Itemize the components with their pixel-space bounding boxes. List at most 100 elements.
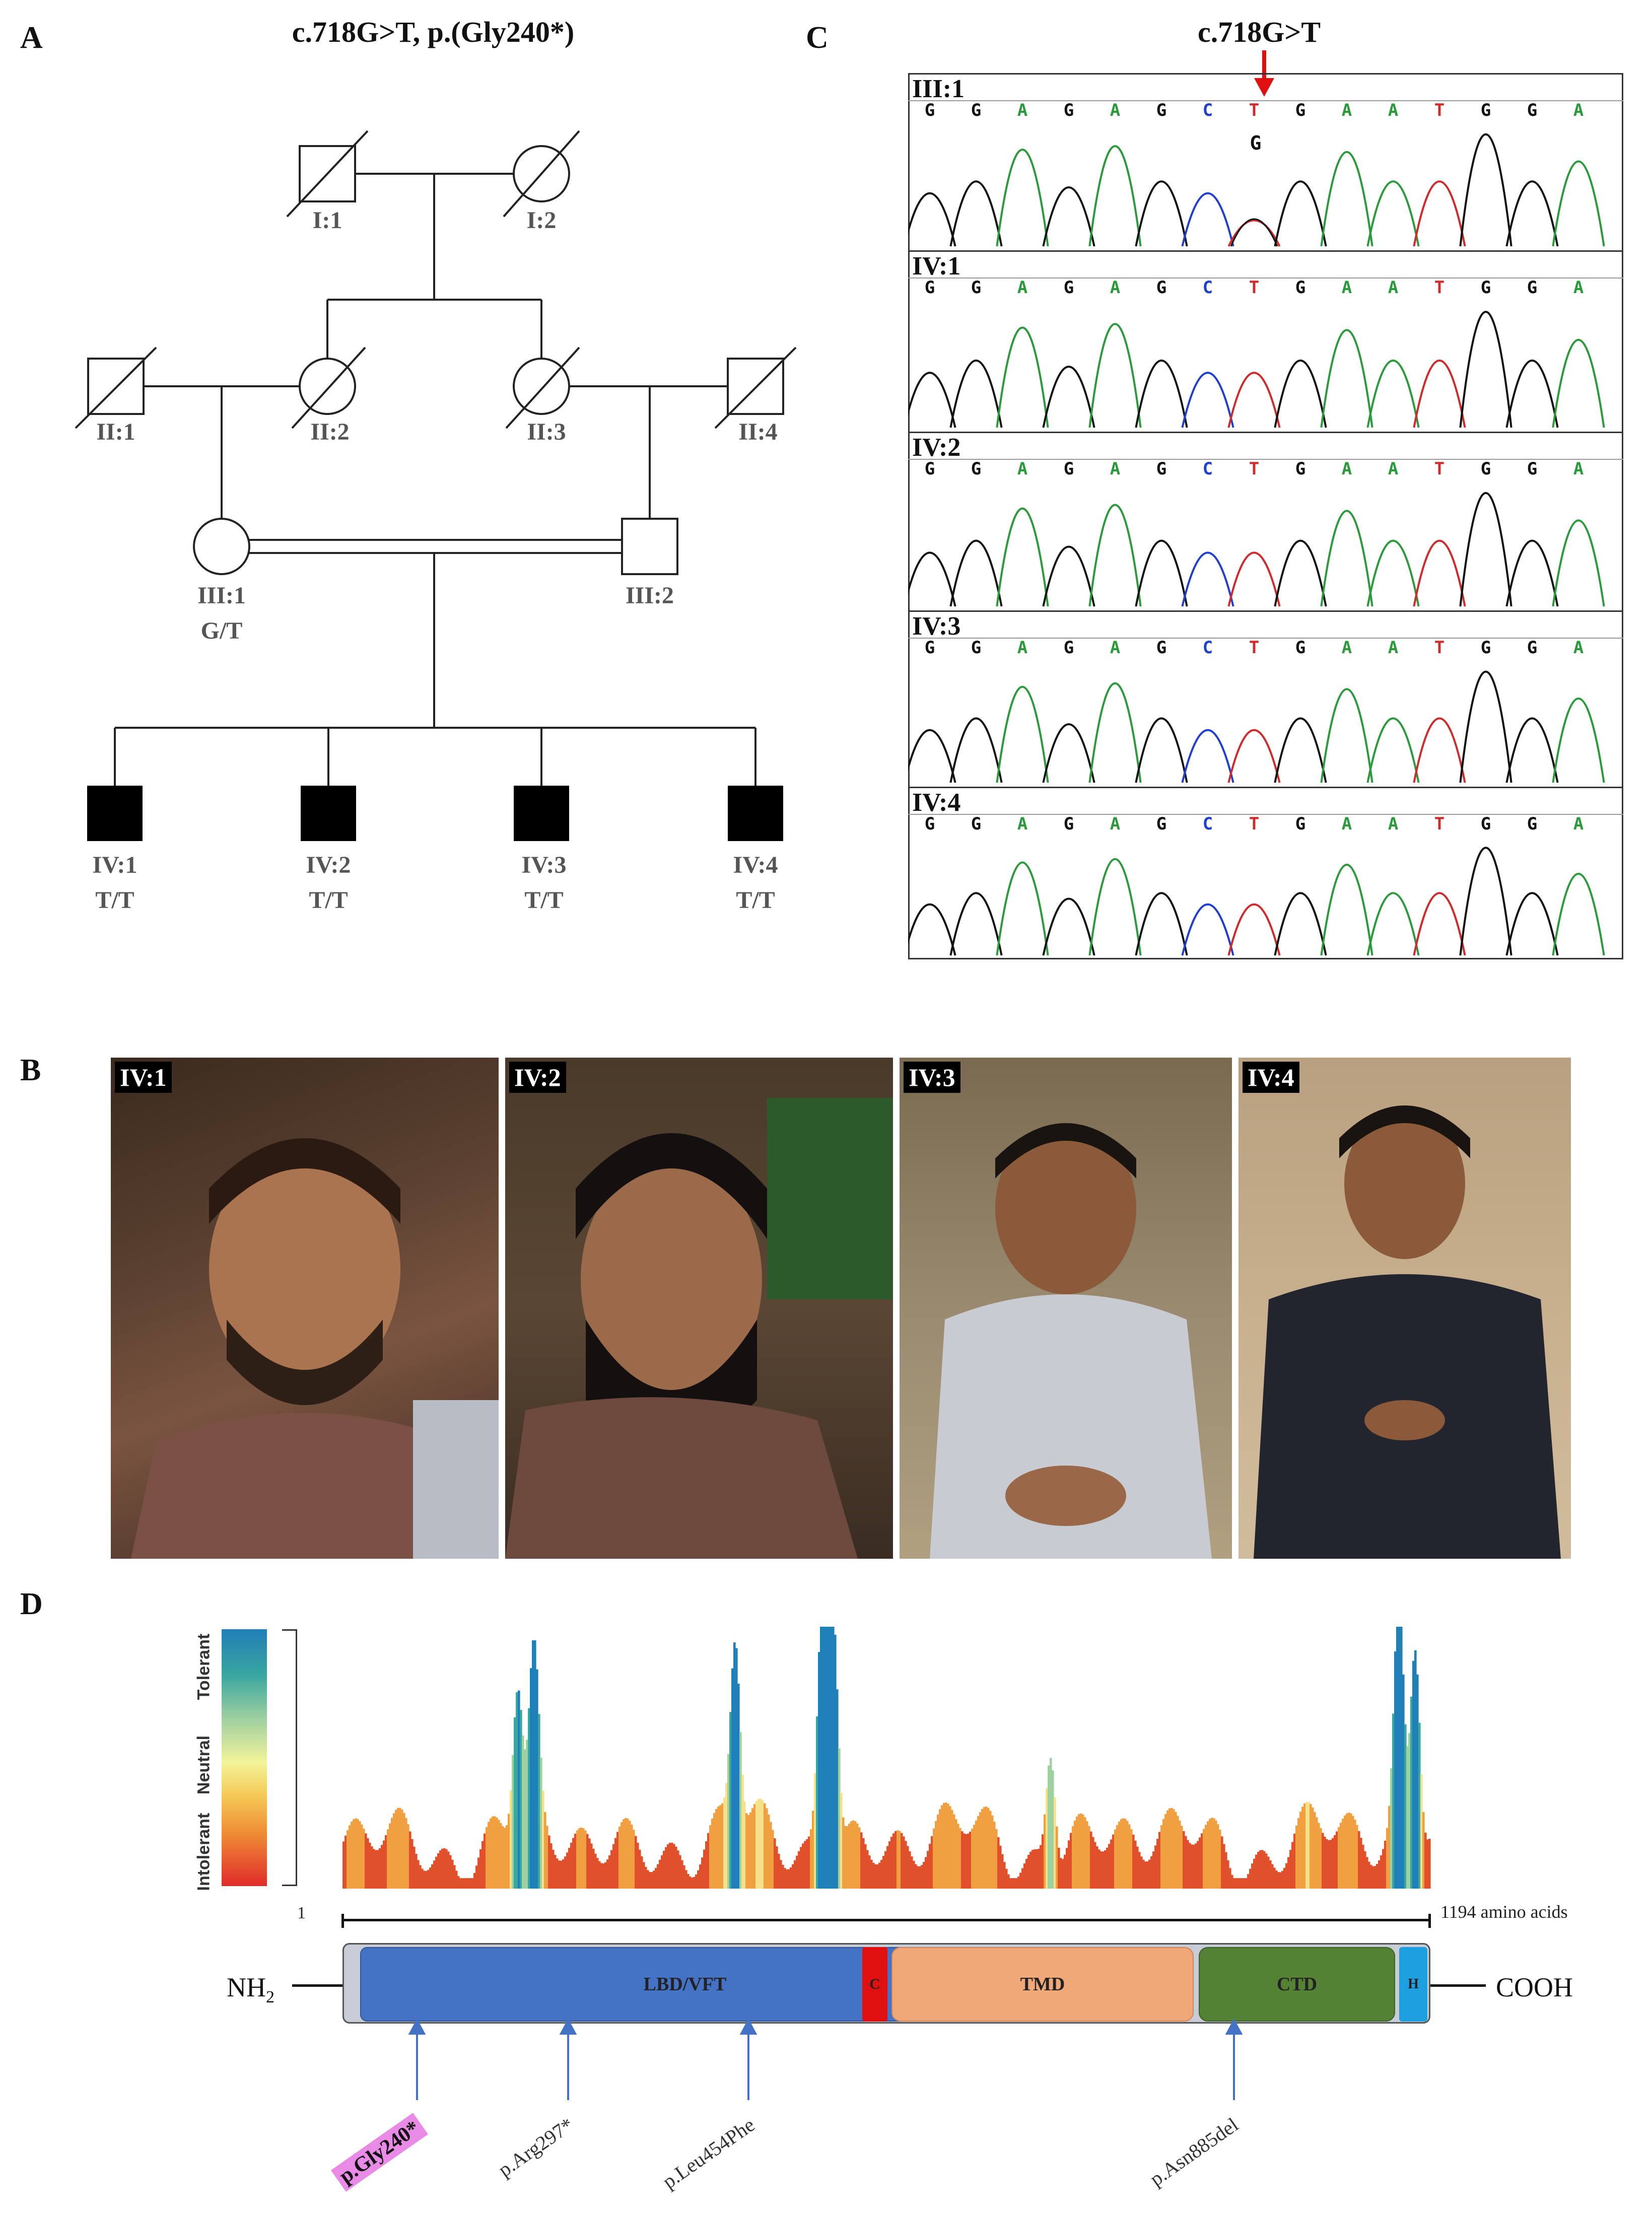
base-call: G [1063,459,1074,479]
landscape-bar [897,1830,899,1889]
landscape-bar [429,1867,432,1889]
landscape-bar [363,1828,365,1889]
landscape-bar [1251,1863,1254,1889]
landscape-bar [431,1864,434,1889]
landscape-bar [550,1843,553,1889]
landscape-bar [868,1855,871,1889]
domain-tmd: TMD [891,1947,1194,2022]
landscape-bar [866,1850,869,1889]
base-call: G [1156,638,1167,658]
landscape-bar [820,1627,822,1889]
landscape-bar [933,1828,935,1889]
landscape-bar [570,1843,573,1889]
chromatogram-track: IV:4 G G A G A G C T G A A T G G A [908,787,1623,959]
chromatogram-peak [1459,311,1512,428]
chromatogram-peak [1181,903,1234,956]
landscape-bar [1034,1849,1036,1889]
landscape-bar [758,1799,760,1889]
landscape-bar [1166,1810,1169,1889]
landscape-bar [661,1855,663,1889]
landscape-bar [1227,1860,1229,1889]
landscape-bar [1138,1852,1141,1889]
patient-photo-iv3: IV:3 [900,1058,1232,1559]
landscape-bar [973,1825,976,1889]
base-call: A [1110,814,1121,834]
landscape-bar [1104,1850,1107,1889]
landscape-bar [1058,1847,1060,1889]
landscape-bar [645,1866,647,1889]
landscape-bar [1118,1821,1121,1889]
landscape-bar [802,1843,804,1889]
base-call: G [1295,277,1306,298]
chromatogram-peak [908,729,956,783]
landscape-bar [1080,1813,1082,1889]
landscape-bar [1183,1831,1185,1889]
chromatogram-peak [1505,539,1559,607]
base-call: A [1017,100,1028,120]
landscape-bar [903,1836,905,1889]
landscape-bar [1420,1774,1423,1889]
landscape-bar [395,1810,397,1889]
chromatogram-peak [1135,359,1188,428]
chromatogram-peak [1181,729,1234,783]
landscape-bar [1036,1849,1038,1889]
landscape-bar [778,1853,780,1889]
panel-label-b: B [20,1053,41,1087]
landscape-bar [762,1800,764,1889]
landscape-bar [949,1806,951,1889]
landscape-bar [365,1833,367,1889]
base-call: A [1017,638,1028,658]
landscape-bar [1342,1819,1344,1889]
landscape-bar [1219,1829,1221,1889]
landscape-bar [894,1831,897,1889]
tolerance-landscape [342,1627,1431,1889]
landscape-bar [580,1827,583,1889]
chromatogram-peak [1320,329,1373,428]
landscape-bar [1358,1831,1360,1889]
landscape-bar [1263,1851,1266,1889]
landscape-bar [703,1849,706,1889]
landscape-bar [929,1844,931,1889]
landscape-bar [1402,1674,1405,1889]
landscape-bar [538,1714,540,1889]
landscape-bar [576,1830,579,1889]
landscape-bar [1207,1821,1209,1889]
domain-c: C [862,1947,887,2022]
landscape-bar [564,1856,567,1889]
landscape-bar [1368,1861,1370,1889]
landscape-bar [1312,1807,1314,1889]
landscape-bar [1019,1872,1022,1889]
landscape-bar [786,1869,788,1889]
landscape-bar [1074,1820,1076,1889]
landscape-bar [925,1857,927,1889]
landscape-bar [1356,1825,1358,1889]
landscape-bar [999,1845,1002,1889]
landscape-bar [1392,1713,1395,1889]
landscape-bar [739,1732,742,1889]
landscape-bar [792,1864,794,1889]
chromatogram-peak [1413,539,1466,607]
pedigree-label-I2: I:2 [526,207,557,234]
landscape-bar [812,1811,814,1889]
photo-label-iv4: IV:4 [1243,1062,1299,1093]
landscape-bar [1179,1820,1181,1889]
chromatogram-peak [1135,180,1188,247]
landscape-bar [1158,1832,1161,1889]
landscape-bar [1164,1814,1167,1889]
landscape-bar [540,1757,542,1889]
photo-label-iv3: IV:3 [904,1062,960,1093]
chromatogram-peak [1181,551,1234,607]
pedigree-genotype-IV3: T/T [524,887,564,914]
landscape-bar [1001,1854,1004,1889]
chromatogram-peaks [908,311,1605,428]
landscape-bar [373,1849,375,1889]
landscape-bar [1090,1831,1092,1889]
landscape-bar [1042,1834,1044,1889]
landscape-bar [1013,1878,1016,1889]
landscape-bar [764,1803,766,1889]
chromatogram-peak [1042,723,1095,783]
landscape-bar [375,1850,377,1889]
landscape-bar [439,1850,442,1889]
landscape-bar [552,1849,555,1889]
landscape-bar [351,1821,353,1889]
